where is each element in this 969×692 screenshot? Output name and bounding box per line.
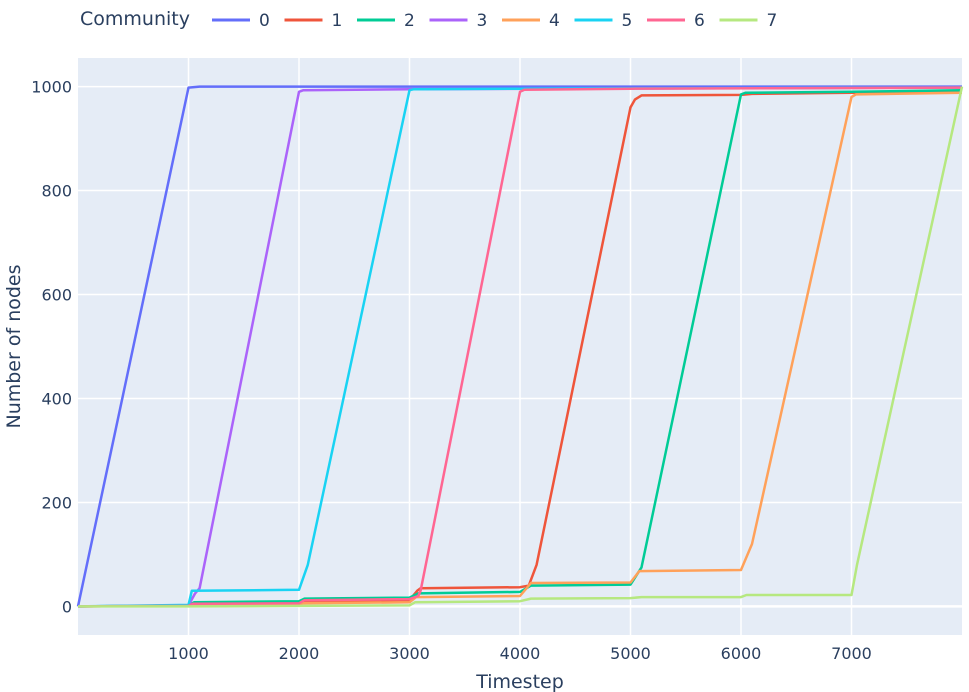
legend-label: 2	[404, 11, 415, 31]
series-line-2	[77, 88, 963, 608]
y-tick-label: 400	[41, 389, 72, 408]
x-tick-label: 1000	[168, 644, 209, 663]
legend-item-1: 1	[284, 11, 343, 31]
y-tick-label: 200	[41, 493, 72, 512]
legend: Community 0 1 2 3 4 5 6 7	[80, 8, 777, 31]
series-line-5	[77, 86, 963, 608]
x-tick-labels: 1000 2000 3000 4000 5000 6000 7000	[168, 644, 872, 663]
x-tick-label: 3000	[389, 644, 430, 663]
x-tick-label: 4000	[500, 644, 541, 663]
legend-label: 3	[477, 11, 488, 31]
y-tick-label: 0	[62, 597, 72, 616]
legend-title: Community	[80, 8, 190, 30]
x-tick-label: 2000	[279, 644, 320, 663]
grid-lines	[78, 58, 962, 635]
series-line-7	[78, 86, 964, 608]
legend-item-3: 3	[429, 11, 488, 31]
x-axis-title: Timestep	[475, 671, 564, 692]
legend-item-6: 6	[647, 11, 705, 31]
y-axis-title: Number of nodes	[3, 264, 25, 428]
legend-label: 6	[694, 11, 705, 31]
series-line-6	[77, 86, 963, 608]
legend-label: 7	[767, 11, 778, 31]
x-tick-label: 6000	[721, 644, 762, 663]
legend-item-0: 0	[212, 11, 270, 31]
y-tick-labels: 0 200 400 600 800 1000	[31, 78, 72, 617]
series-line-0	[76, 85, 962, 607]
x-tick-label: 7000	[831, 644, 872, 663]
legend-label: 4	[549, 11, 560, 31]
legend-label: 1	[332, 11, 343, 31]
legend-label: 0	[259, 11, 270, 31]
y-tick-label: 1000	[31, 78, 72, 97]
legend-item-7: 7	[719, 11, 778, 31]
legend-label: 5	[622, 11, 633, 31]
legend-item-4: 4	[502, 11, 560, 31]
series-lines	[76, 85, 964, 608]
legend-item-2: 2	[357, 11, 415, 31]
y-tick-label: 600	[41, 286, 72, 305]
y-tick-label: 800	[41, 182, 72, 201]
legend-item-5: 5	[574, 11, 633, 31]
x-tick-label: 5000	[610, 644, 651, 663]
